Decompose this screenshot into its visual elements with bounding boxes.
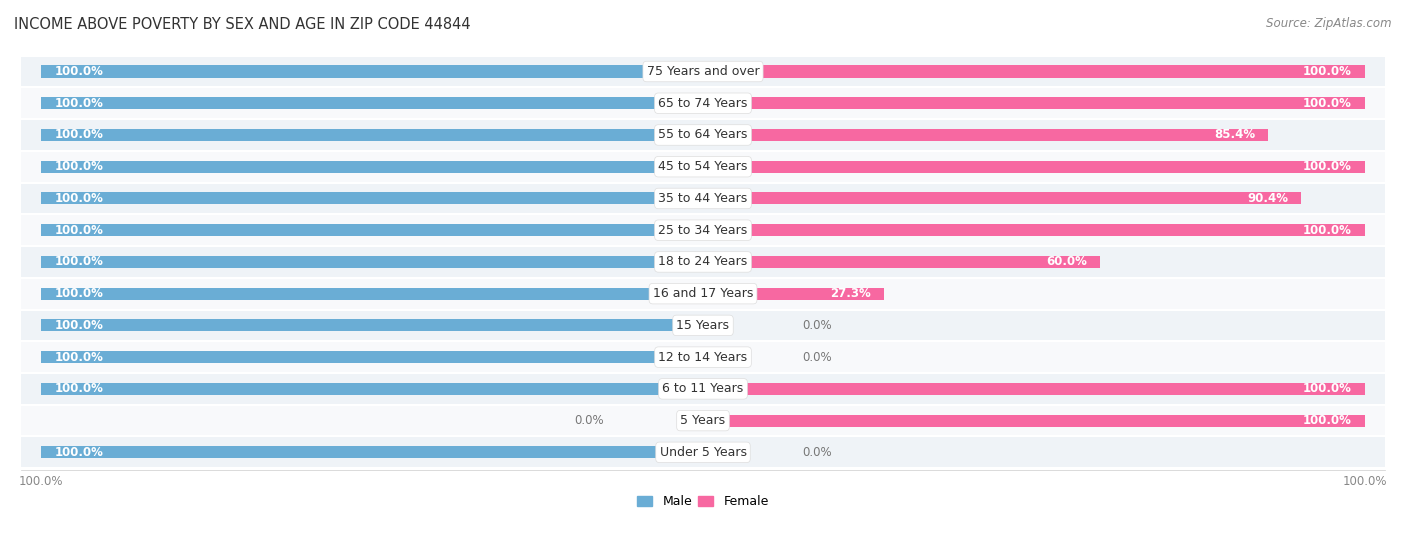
Bar xyxy=(8,56,1398,88)
Bar xyxy=(8,214,1398,246)
Text: Source: ZipAtlas.com: Source: ZipAtlas.com xyxy=(1267,17,1392,30)
Text: 100.0%: 100.0% xyxy=(55,350,104,364)
Bar xyxy=(41,224,703,236)
Text: 45 to 54 Years: 45 to 54 Years xyxy=(658,160,748,173)
Text: 100.0%: 100.0% xyxy=(55,224,104,237)
Bar xyxy=(8,436,1398,468)
Text: 100.0%: 100.0% xyxy=(55,382,104,396)
Text: 100.0%: 100.0% xyxy=(55,160,104,173)
Text: 65 to 74 Years: 65 to 74 Years xyxy=(658,97,748,110)
Text: 0.0%: 0.0% xyxy=(574,414,603,427)
Bar xyxy=(703,351,716,363)
Text: 100.0%: 100.0% xyxy=(55,192,104,205)
Text: 0.0%: 0.0% xyxy=(803,319,832,332)
Bar xyxy=(8,151,1398,182)
Text: 100.0%: 100.0% xyxy=(55,97,104,110)
Text: 55 to 64 Years: 55 to 64 Years xyxy=(658,128,748,142)
Text: 100.0%: 100.0% xyxy=(55,446,104,459)
Text: 12 to 14 Years: 12 to 14 Years xyxy=(658,350,748,364)
Text: INCOME ABOVE POVERTY BY SEX AND AGE IN ZIP CODE 44844: INCOME ABOVE POVERTY BY SEX AND AGE IN Z… xyxy=(14,17,471,32)
Bar xyxy=(41,161,703,173)
Text: 100.0%: 100.0% xyxy=(1302,65,1351,78)
Text: 6 to 11 Years: 6 to 11 Years xyxy=(662,382,744,396)
Bar xyxy=(41,351,703,363)
Bar xyxy=(41,97,703,109)
Bar xyxy=(8,182,1398,214)
Bar xyxy=(41,65,703,78)
Text: 100.0%: 100.0% xyxy=(1302,224,1351,237)
Text: 100.0%: 100.0% xyxy=(1302,382,1351,396)
Bar xyxy=(703,65,1365,78)
Bar xyxy=(703,383,1365,395)
Text: 15 Years: 15 Years xyxy=(676,319,730,332)
Bar xyxy=(703,97,1365,109)
Legend: Male, Female: Male, Female xyxy=(633,490,773,513)
Text: 35 to 44 Years: 35 to 44 Years xyxy=(658,192,748,205)
Bar xyxy=(703,287,883,300)
Text: 85.4%: 85.4% xyxy=(1213,128,1256,142)
Text: 100.0%: 100.0% xyxy=(1302,97,1351,110)
Bar xyxy=(8,373,1398,405)
Text: 27.3%: 27.3% xyxy=(830,287,870,300)
Bar xyxy=(703,161,1365,173)
Bar xyxy=(690,415,703,427)
Bar xyxy=(8,278,1398,310)
Bar xyxy=(8,119,1398,151)
Bar xyxy=(703,415,1365,427)
Bar xyxy=(41,256,703,268)
Bar xyxy=(703,224,1365,236)
Text: Under 5 Years: Under 5 Years xyxy=(659,446,747,459)
Text: 25 to 34 Years: 25 to 34 Years xyxy=(658,224,748,237)
Text: 100.0%: 100.0% xyxy=(55,287,104,300)
Text: 100.0%: 100.0% xyxy=(55,128,104,142)
Bar xyxy=(8,88,1398,119)
Text: 18 to 24 Years: 18 to 24 Years xyxy=(658,256,748,268)
Text: 60.0%: 60.0% xyxy=(1046,256,1087,268)
Bar xyxy=(8,310,1398,341)
Bar xyxy=(8,246,1398,278)
Bar xyxy=(703,256,1099,268)
Text: 16 and 17 Years: 16 and 17 Years xyxy=(652,287,754,300)
Bar xyxy=(703,129,1268,141)
Bar xyxy=(41,446,703,458)
Text: 100.0%: 100.0% xyxy=(1302,414,1351,427)
Bar xyxy=(41,319,703,331)
Bar xyxy=(41,129,703,141)
Bar xyxy=(41,193,703,204)
Text: 90.4%: 90.4% xyxy=(1247,192,1288,205)
Text: 100.0%: 100.0% xyxy=(55,256,104,268)
Bar xyxy=(703,446,716,458)
Bar xyxy=(41,287,703,300)
Bar xyxy=(703,319,716,331)
Text: 100.0%: 100.0% xyxy=(55,65,104,78)
Text: 0.0%: 0.0% xyxy=(803,350,832,364)
Text: 5 Years: 5 Years xyxy=(681,414,725,427)
Bar xyxy=(8,341,1398,373)
Text: 100.0%: 100.0% xyxy=(1302,160,1351,173)
Text: 100.0%: 100.0% xyxy=(55,319,104,332)
Bar xyxy=(8,405,1398,436)
Bar xyxy=(41,383,703,395)
Text: 75 Years and over: 75 Years and over xyxy=(647,65,759,78)
Bar xyxy=(703,193,1301,204)
Text: 0.0%: 0.0% xyxy=(803,446,832,459)
